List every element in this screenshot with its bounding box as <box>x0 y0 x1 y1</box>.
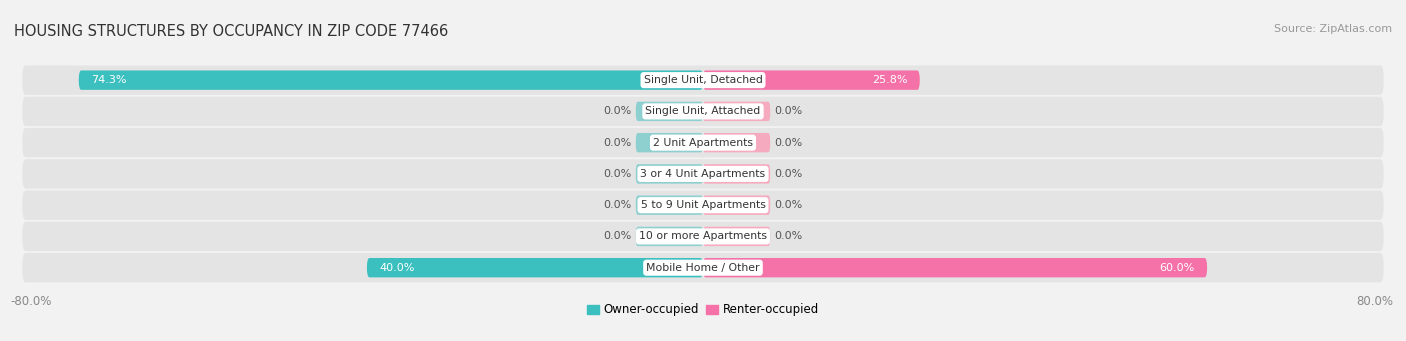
Text: Single Unit, Detached: Single Unit, Detached <box>644 75 762 85</box>
Text: 10 or more Apartments: 10 or more Apartments <box>638 232 768 241</box>
FancyBboxPatch shape <box>22 97 1384 126</box>
Legend: Owner-occupied, Renter-occupied: Owner-occupied, Renter-occupied <box>582 299 824 321</box>
Text: 0.0%: 0.0% <box>603 138 631 148</box>
FancyBboxPatch shape <box>636 102 703 121</box>
Text: 0.0%: 0.0% <box>775 169 803 179</box>
Text: Mobile Home / Other: Mobile Home / Other <box>647 263 759 273</box>
Text: 3 or 4 Unit Apartments: 3 or 4 Unit Apartments <box>641 169 765 179</box>
Text: 0.0%: 0.0% <box>603 169 631 179</box>
FancyBboxPatch shape <box>22 159 1384 189</box>
Text: 0.0%: 0.0% <box>775 106 803 116</box>
FancyBboxPatch shape <box>22 253 1384 282</box>
Text: Source: ZipAtlas.com: Source: ZipAtlas.com <box>1274 24 1392 34</box>
Text: 40.0%: 40.0% <box>380 263 415 273</box>
Text: 60.0%: 60.0% <box>1160 263 1195 273</box>
Text: 0.0%: 0.0% <box>775 200 803 210</box>
FancyBboxPatch shape <box>367 258 703 277</box>
FancyBboxPatch shape <box>703 227 770 246</box>
FancyBboxPatch shape <box>703 71 920 90</box>
Text: HOUSING STRUCTURES BY OCCUPANCY IN ZIP CODE 77466: HOUSING STRUCTURES BY OCCUPANCY IN ZIP C… <box>14 24 449 39</box>
FancyBboxPatch shape <box>636 164 703 183</box>
FancyBboxPatch shape <box>636 133 703 152</box>
FancyBboxPatch shape <box>703 164 770 183</box>
FancyBboxPatch shape <box>22 128 1384 157</box>
FancyBboxPatch shape <box>703 102 770 121</box>
Text: 2 Unit Apartments: 2 Unit Apartments <box>652 138 754 148</box>
FancyBboxPatch shape <box>636 195 703 215</box>
Text: 0.0%: 0.0% <box>775 138 803 148</box>
FancyBboxPatch shape <box>703 195 770 215</box>
Text: 0.0%: 0.0% <box>603 232 631 241</box>
Text: 5 to 9 Unit Apartments: 5 to 9 Unit Apartments <box>641 200 765 210</box>
FancyBboxPatch shape <box>22 191 1384 220</box>
FancyBboxPatch shape <box>79 71 703 90</box>
Text: 74.3%: 74.3% <box>91 75 127 85</box>
FancyBboxPatch shape <box>22 222 1384 251</box>
Text: 0.0%: 0.0% <box>603 106 631 116</box>
FancyBboxPatch shape <box>636 227 703 246</box>
FancyBboxPatch shape <box>22 65 1384 95</box>
Text: Single Unit, Attached: Single Unit, Attached <box>645 106 761 116</box>
Text: 0.0%: 0.0% <box>603 200 631 210</box>
FancyBboxPatch shape <box>703 258 1208 277</box>
Text: 25.8%: 25.8% <box>872 75 907 85</box>
FancyBboxPatch shape <box>703 133 770 152</box>
Text: 0.0%: 0.0% <box>775 232 803 241</box>
